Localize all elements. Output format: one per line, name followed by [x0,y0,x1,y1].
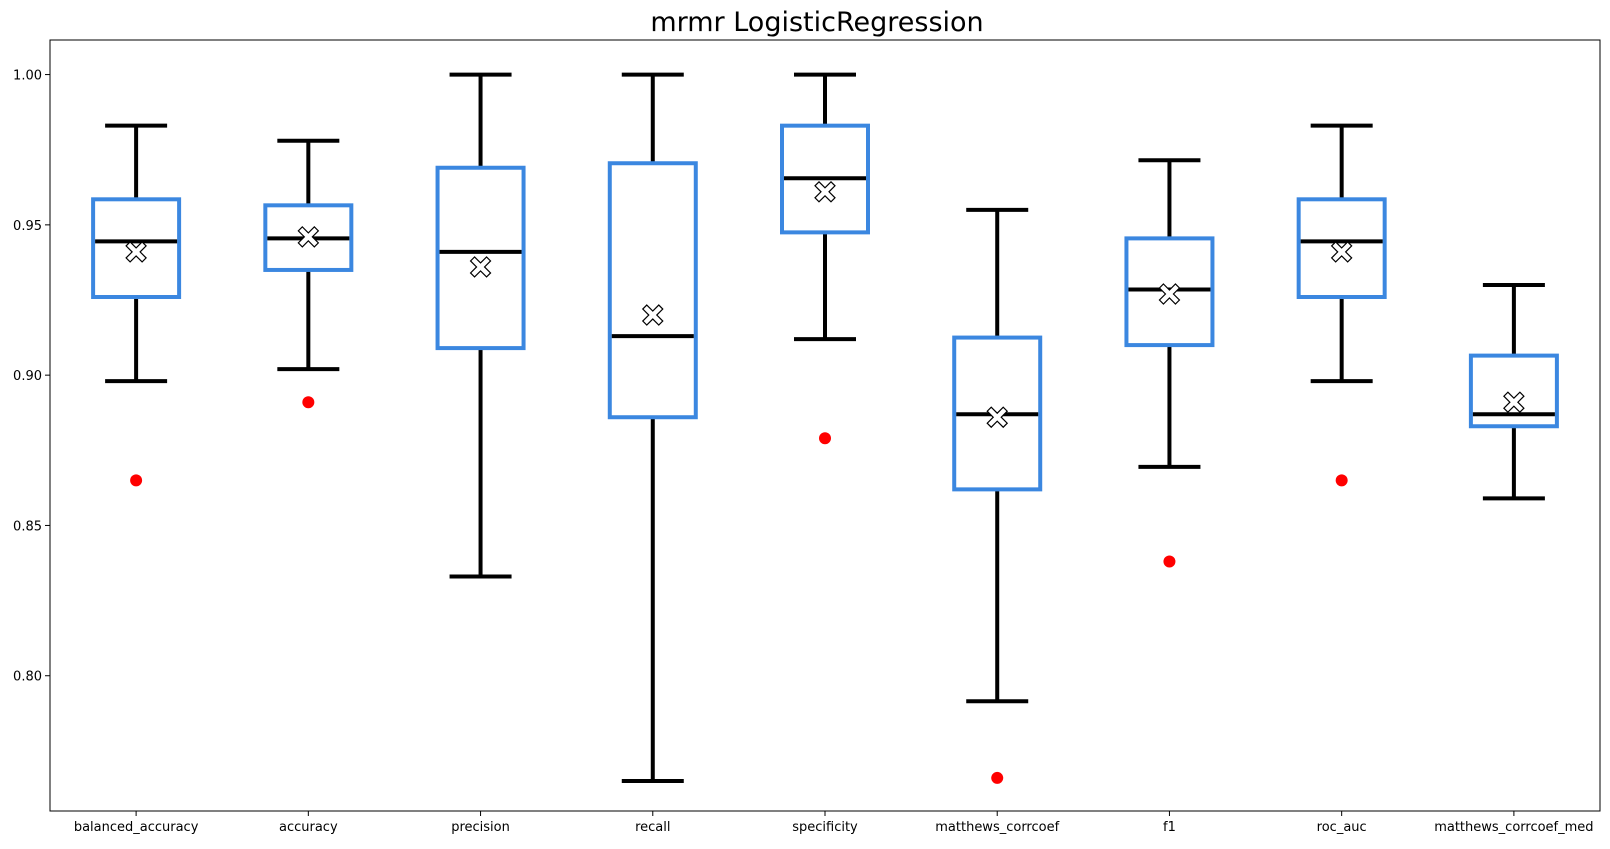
x-tick-label: balanced_accuracy [74,820,199,835]
iqr-box [435,165,526,351]
mean-marker [986,406,1009,429]
chart-title: mrmr LogisticRegression [650,7,983,38]
mean-marker [469,256,492,278]
plot-frame [49,39,1601,812]
outlier-point [819,432,831,445]
outlier-point [302,396,315,409]
mean-marker [1503,391,1525,414]
x-tick-label: roc_auc [1317,820,1367,835]
outlier-point [1335,474,1348,487]
x-tick-label: matthews_corrcoef [935,820,1059,835]
iqr-box [607,161,698,420]
y-tick-label: 0.90 [13,369,42,384]
plot-area: 0.80 0.85 0.90 0.95 1.00 balanced_accuracy acc… [13,69,1594,835]
outlier-point [130,474,143,487]
x-tick-label: matthews_corrcoef_med [1434,820,1593,835]
mean-marker [641,304,664,326]
x-tick-label: recall [635,820,670,835]
mean-marker [297,226,320,248]
iqr-box [1296,197,1387,299]
outlier-point [991,771,1004,784]
x-tick-label: accuracy [279,820,338,835]
y-tick-label: 0.95 [13,219,42,234]
outlier-point [1163,555,1176,568]
x-tick-label: precision [451,820,510,835]
y-tick-label: 0.85 [13,519,42,534]
x-tick-label: f1 [1163,820,1176,835]
x-tick-label: specificity [792,820,858,835]
mean-marker [1330,241,1353,263]
mean-marker [125,241,147,263]
mean-marker [1158,283,1181,305]
mean-marker [814,180,836,203]
y-tick-label: 1.00 [13,69,42,84]
y-tick-label: 0.80 [13,670,42,685]
